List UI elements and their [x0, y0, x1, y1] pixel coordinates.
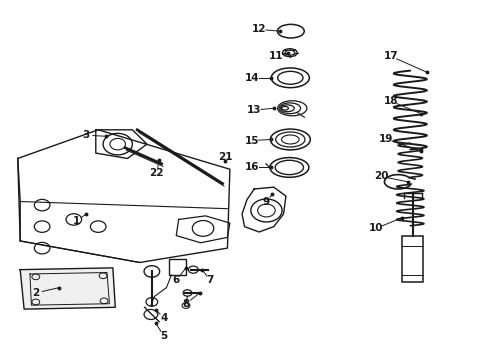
Text: 16: 16	[244, 162, 259, 172]
Text: 21: 21	[217, 152, 232, 162]
Polygon shape	[20, 268, 115, 309]
Text: 22: 22	[149, 168, 163, 178]
Text: 12: 12	[251, 24, 266, 35]
Text: 5: 5	[160, 331, 167, 341]
Text: 7: 7	[206, 275, 214, 285]
Text: 11: 11	[268, 51, 283, 61]
Text: 4: 4	[160, 313, 167, 323]
Text: 19: 19	[378, 134, 392, 144]
Text: 18: 18	[383, 96, 397, 106]
Text: 2: 2	[32, 288, 40, 298]
Text: 10: 10	[368, 224, 383, 233]
Text: 15: 15	[244, 136, 259, 145]
Text: 20: 20	[373, 171, 387, 181]
Text: 17: 17	[383, 51, 397, 61]
Text: 8: 8	[182, 299, 189, 309]
Text: 13: 13	[246, 105, 261, 115]
Text: 9: 9	[263, 197, 269, 207]
Text: 14: 14	[244, 73, 259, 83]
Text: 1: 1	[73, 216, 80, 226]
Text: 6: 6	[172, 275, 180, 285]
Text: 3: 3	[82, 130, 89, 140]
